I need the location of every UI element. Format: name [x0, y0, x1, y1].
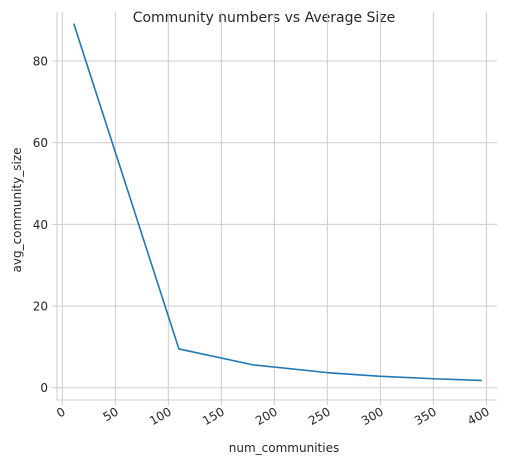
- x-tick-label: 300: [359, 404, 386, 428]
- y-tick-label: 40: [33, 218, 48, 232]
- x-tick-label: 150: [200, 404, 227, 428]
- y-tick-label: 60: [33, 136, 48, 150]
- chart-title: Community numbers vs Average Size: [133, 10, 396, 26]
- x-axis-label: num_communities: [229, 441, 339, 455]
- x-axis-ticks: 0 50 100 150 200 250 300 350 400: [54, 400, 492, 428]
- x-tick-label: 0: [54, 404, 68, 420]
- y-tick-label: 80: [33, 55, 48, 69]
- y-axis-ticks: 0 20 40 60 80: [33, 55, 57, 395]
- x-tick-label: 200: [253, 404, 280, 428]
- x-tick-label: 50: [101, 404, 121, 424]
- grid: [57, 12, 497, 400]
- y-axis-label: avg_community_size: [10, 147, 24, 272]
- x-tick-label: 400: [465, 404, 492, 428]
- series-line: [73, 23, 482, 382]
- x-tick-label: 350: [412, 404, 439, 428]
- y-tick-label: 0: [40, 381, 48, 395]
- x-tick-label: 250: [306, 404, 333, 428]
- axis-spines: [56, 12, 497, 401]
- x-tick-label: 100: [147, 404, 174, 428]
- series-layer: [73, 23, 482, 382]
- y-tick-label: 20: [33, 300, 48, 314]
